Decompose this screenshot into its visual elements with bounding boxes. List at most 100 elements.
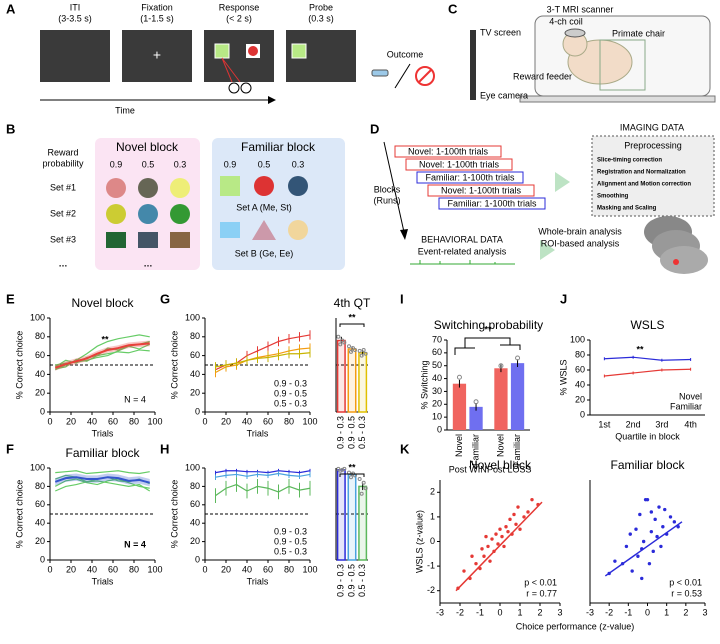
stage-name: ITI: [70, 2, 81, 12]
x-axis-label: Trials: [247, 576, 269, 586]
run-box: [416, 171, 524, 184]
y-axis-label: % WSLS: [558, 359, 568, 395]
legend-entry: 0.5 - 0.3: [274, 398, 307, 408]
stage-duration: (0.3 s): [308, 13, 334, 23]
panel-label: F: [6, 441, 14, 456]
bar: [494, 368, 508, 430]
eye: [240, 82, 252, 94]
chart-title: Familiar block: [610, 458, 685, 472]
y-tick-label: 40: [432, 373, 442, 383]
y-axis-label: % Switching: [419, 360, 429, 409]
y-tick-label: 20: [190, 536, 200, 546]
y-tick-label: 80: [35, 331, 45, 341]
probability: 0.9: [110, 159, 123, 169]
no-reward: [418, 69, 432, 83]
x-tick-label: 20: [66, 416, 76, 426]
set-label: Set #3: [50, 234, 76, 244]
step: Smoothing: [597, 194, 629, 200]
annotation: N = 4: [124, 539, 146, 549]
roi: [673, 259, 679, 265]
panel-label: C: [448, 1, 458, 16]
y-tick-label: 60: [35, 350, 45, 360]
bar: [336, 339, 346, 413]
setup-label: 4-ch coil: [549, 16, 583, 26]
point: [530, 497, 534, 502]
x-tick-label: -1: [476, 607, 484, 617]
x-tick-label: 80: [129, 564, 139, 574]
imaging-title: IMAGING DATA: [620, 122, 684, 132]
task-panel: ITI (3-3.5 s) Fixation (1-1.5 s) Respons…: [40, 2, 435, 115]
stage-duration: (3-3.5 s): [58, 13, 92, 23]
run-box: [394, 145, 502, 158]
x-tick-label: 0.9 - 0.5: [346, 416, 356, 449]
chair: [599, 39, 646, 91]
step: Registration and Normalization: [597, 170, 686, 176]
x-tick-label: -3: [586, 607, 594, 617]
bracket: [454, 337, 521, 355]
x-axis-label: Trials: [92, 576, 114, 586]
point: [338, 342, 343, 347]
point: [518, 527, 522, 531]
point: [486, 544, 490, 549]
point: [361, 480, 366, 485]
x-tick-label: 80: [284, 416, 294, 426]
step: Masking and Scaling: [597, 206, 657, 212]
brain: [660, 246, 708, 274]
point: [347, 344, 351, 349]
event-ticks: [410, 260, 515, 265]
x-tick-label: -3: [436, 607, 444, 617]
panel-label: K: [400, 441, 410, 456]
point: [349, 349, 353, 354]
y-tick-label: 40: [575, 379, 585, 389]
point: [649, 510, 654, 514]
y-tick-label: 0: [195, 554, 200, 564]
annotation: **: [348, 462, 356, 472]
x-tick-label: 20: [221, 416, 231, 426]
point: [640, 576, 644, 581]
point: [490, 537, 494, 541]
stage-name: Fixation: [141, 2, 173, 12]
image: [288, 220, 308, 240]
probability: 0.5: [142, 159, 155, 169]
stimulus: [214, 43, 230, 59]
x-tick-label: Familiar: [470, 434, 480, 466]
bar: [347, 473, 357, 561]
x-tick-label: 3: [702, 607, 707, 617]
y-tick-label: 20: [190, 388, 200, 398]
x-axis-label: Trials: [247, 428, 269, 438]
point: [363, 351, 368, 356]
point: [516, 505, 520, 509]
annotation: p < 0.01: [524, 577, 557, 587]
point: [514, 522, 518, 526]
x-tick-label: 100: [147, 564, 162, 574]
image: [220, 222, 240, 238]
y-tick-label: 60: [190, 499, 200, 509]
chart-title: Familiar block: [65, 446, 140, 460]
probability: 0.5: [258, 159, 271, 169]
y-tick-label: 100: [570, 334, 585, 344]
gaze-line: [221, 57, 241, 83]
ellipsis: …: [144, 258, 153, 268]
point: [506, 529, 510, 534]
blocks-label: (Runs): [373, 195, 400, 205]
run-label: Novel: 1-100th trials: [419, 159, 500, 169]
y-tick-label: 20: [575, 394, 585, 404]
point: [361, 347, 366, 352]
point: [504, 525, 508, 529]
familiar-box: [212, 138, 345, 270]
legend-entry: 0.9 - 0.5: [274, 388, 307, 398]
chevron: [555, 172, 570, 192]
x-tick-label: 60: [108, 416, 118, 426]
fit-line: [604, 521, 683, 577]
annotation: r = 0.53: [671, 588, 702, 598]
novel-images: [106, 178, 190, 248]
point: [641, 539, 646, 544]
annotation: **: [348, 312, 356, 322]
point: [515, 355, 521, 361]
y-tick-label: 100: [30, 312, 45, 322]
analysis: ROI-based analysis: [541, 238, 620, 248]
point: [470, 554, 474, 558]
x-tick-label: 0: [645, 607, 650, 617]
point: [628, 532, 632, 536]
line: [54, 342, 150, 369]
